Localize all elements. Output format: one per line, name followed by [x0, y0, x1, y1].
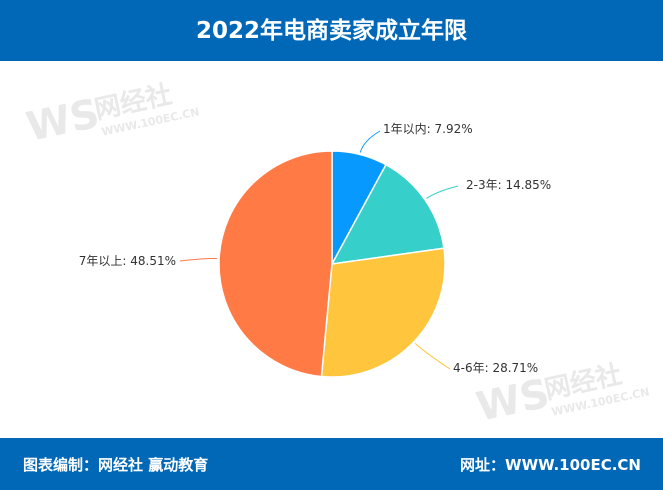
data-label-0: 1年以内: 7.92%	[383, 122, 473, 136]
footer-credit: 图表编制：网经社 赢动教育	[23, 456, 209, 474]
data-label-2: 4-6年: 28.71%	[453, 361, 538, 375]
data-label-1: 2-3年: 14.85%	[466, 178, 551, 192]
label-line-1	[426, 185, 459, 199]
chart-title: 2022年电商卖家成立年限	[0, 0, 663, 61]
pie-chart: WS 网经社 WWW.100EC.CN WS 网经社 WWW.100EC.CN …	[23, 79, 651, 431]
label-line-0	[359, 130, 381, 153]
pie-slice-3[interactable]	[218, 150, 333, 378]
data-label-3: 7年以上: 48.51%	[79, 254, 176, 268]
watermark-top: WS 网经社 WWW.100EC.CN	[23, 79, 201, 151]
pie-slice-1[interactable]	[330, 163, 445, 265]
pie-slice-2[interactable]	[320, 247, 446, 378]
label-line-2	[414, 343, 451, 370]
footer-website[interactable]: 网址：WWW.100EC.CN	[460, 456, 641, 474]
svg-text:WS: WS	[23, 91, 104, 151]
svg-text:WS: WS	[473, 371, 554, 431]
footer: 图表编制：网经社 赢动教育 网址：WWW.100EC.CN	[0, 438, 663, 490]
label-line-3	[179, 258, 218, 262]
